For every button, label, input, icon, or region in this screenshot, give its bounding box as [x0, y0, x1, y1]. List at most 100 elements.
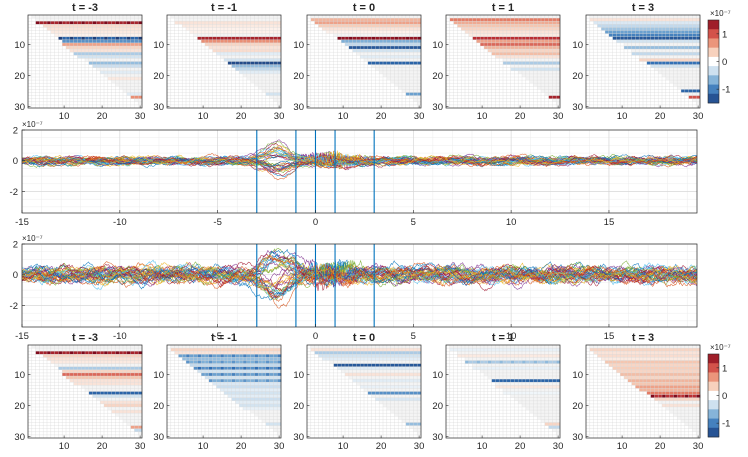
heatmap-cell-row — [107, 407, 142, 411]
heatmap-band-cell — [138, 351, 143, 355]
heatmap-band-cell — [58, 21, 63, 25]
heatmap-band-cell — [227, 372, 232, 376]
heatmap-band-cell — [134, 21, 139, 25]
heatmap-band-cell — [235, 379, 240, 383]
heatmap-band-cell — [265, 360, 270, 364]
heatmap-band-cell — [92, 351, 97, 355]
colorbar-swatch — [708, 84, 719, 95]
heatmap-band-cell — [100, 21, 105, 25]
y-tick-label: 10 — [572, 40, 583, 51]
timeseries-top: -15 -10 -5 0 5 10 15 -2 0 2 ×10⁻⁷ — [10, 120, 698, 228]
heatmap-band-cell — [212, 379, 217, 383]
bottom-heatmap-panel: t = 0 10 20 30 10 20 30 — [293, 332, 424, 452]
x-tick-label: 30 — [414, 111, 425, 122]
axes-box — [445, 14, 561, 109]
heatmap-band — [208, 46, 281, 50]
heatmap-cell-row — [371, 64, 421, 68]
heatmap-cell-row — [658, 400, 700, 404]
series-line — [21, 258, 698, 290]
y-exponent-label: ×10⁻⁷ — [22, 120, 43, 129]
heatmap-band-cell — [265, 366, 270, 370]
heatmap-cell-row — [457, 351, 560, 355]
heatmap-band-cell — [533, 360, 538, 364]
heatmap-band-cell — [69, 21, 74, 25]
heatmap-cell-row — [386, 77, 421, 81]
panel-title: t = -1 — [211, 332, 237, 344]
heatmap-band-cell — [476, 360, 481, 364]
heatmap-band-cell — [544, 360, 549, 364]
heatmap-band-cell — [386, 36, 391, 40]
heatmap-band-cell — [201, 354, 206, 358]
heatmap-band-cell — [193, 354, 198, 358]
heatmap-band-cell — [85, 21, 90, 25]
heatmap-band-cell — [371, 36, 376, 40]
heatmap-band-cell — [224, 360, 229, 364]
heatmap-band — [681, 89, 700, 93]
heatmap-band-cell — [246, 366, 251, 370]
heatmap-band — [457, 24, 560, 28]
y-tick-label: 30 — [432, 102, 443, 113]
heatmap-band-cell — [115, 36, 120, 40]
heatmap-band — [201, 39, 281, 43]
bottom-heatmap-panel: t = -3 10 20 30 10 20 30 — [14, 332, 145, 452]
heatmap-cell-row — [589, 345, 700, 349]
heatmap-band — [224, 391, 281, 395]
x-tick-label: 30 — [414, 441, 425, 452]
x-tick-label: 10 — [59, 441, 70, 452]
heatmap-band-cell — [677, 394, 682, 398]
axes-box — [166, 344, 282, 439]
y-tick-label: 10 — [293, 40, 304, 51]
heatmap-cell-row — [533, 83, 560, 87]
heatmap-band-cell — [107, 36, 112, 40]
heatmap-band-cell — [182, 354, 187, 358]
heatmap-cell-row — [465, 357, 560, 361]
colorbar-swatch — [708, 381, 719, 392]
timeseries-bottom: -15 -10 -5 0 5 10 15 -2 0 2 ×10⁻⁷ — [10, 234, 698, 342]
heatmap-cell-row — [379, 70, 421, 74]
heatmap-band — [503, 61, 560, 65]
heatmap-band-cell — [216, 379, 221, 383]
heatmap-band — [495, 385, 560, 389]
heatmap-band — [620, 372, 700, 376]
heatmap-band-cell — [409, 36, 414, 40]
heatmap-cell-row — [31, 15, 142, 19]
heatmap-band-cell — [548, 360, 553, 364]
heatmap-band-cell — [189, 354, 194, 358]
heatmap-band — [457, 354, 560, 358]
heatmap-band-cell — [243, 354, 248, 358]
heatmap-band-cell — [360, 36, 365, 40]
heatmap-band — [62, 39, 143, 43]
heatmap-band-cell — [231, 372, 236, 376]
heatmap-band-cell — [205, 372, 210, 376]
heatmap-cell-row — [262, 419, 281, 423]
heatmap-band — [186, 27, 281, 31]
heatmap-band-cell — [69, 351, 74, 355]
x-tick-label: 10 — [198, 441, 209, 452]
heatmap-band-cell — [123, 36, 128, 40]
heatmap-band-cell — [379, 36, 384, 40]
series-line — [21, 150, 698, 167]
heatmap-cell-row — [123, 89, 142, 93]
heatmap-band-cell — [115, 351, 120, 355]
heatmap-band — [224, 58, 281, 62]
heatmap-band-cell — [231, 366, 236, 370]
y-tick-label: 20 — [293, 401, 304, 412]
heatmap-band-cell — [273, 354, 278, 358]
x-tick-label: 30 — [274, 441, 285, 452]
y-tick-label: 10 — [14, 370, 25, 381]
x-tick-label: 15 — [604, 217, 615, 228]
heatmap-band — [77, 55, 142, 59]
heatmap-band-cell — [126, 36, 131, 40]
x-tick-label: 20 — [515, 441, 526, 452]
heatmap-cell-row — [472, 363, 560, 367]
colorbar-tick-label: 1 — [722, 29, 727, 40]
y-tick-label: 10 — [572, 370, 583, 381]
heatmap-band — [62, 369, 143, 373]
y-tick-label: 20 — [432, 401, 443, 412]
colorbar-top: 1 0 -1 ×10⁻⁷ — [707, 9, 731, 104]
heatmap-band-cell — [224, 372, 229, 376]
heatmap-band — [341, 39, 421, 43]
heatmap-band-cell — [66, 351, 71, 355]
heatmap-band-cell — [212, 366, 217, 370]
